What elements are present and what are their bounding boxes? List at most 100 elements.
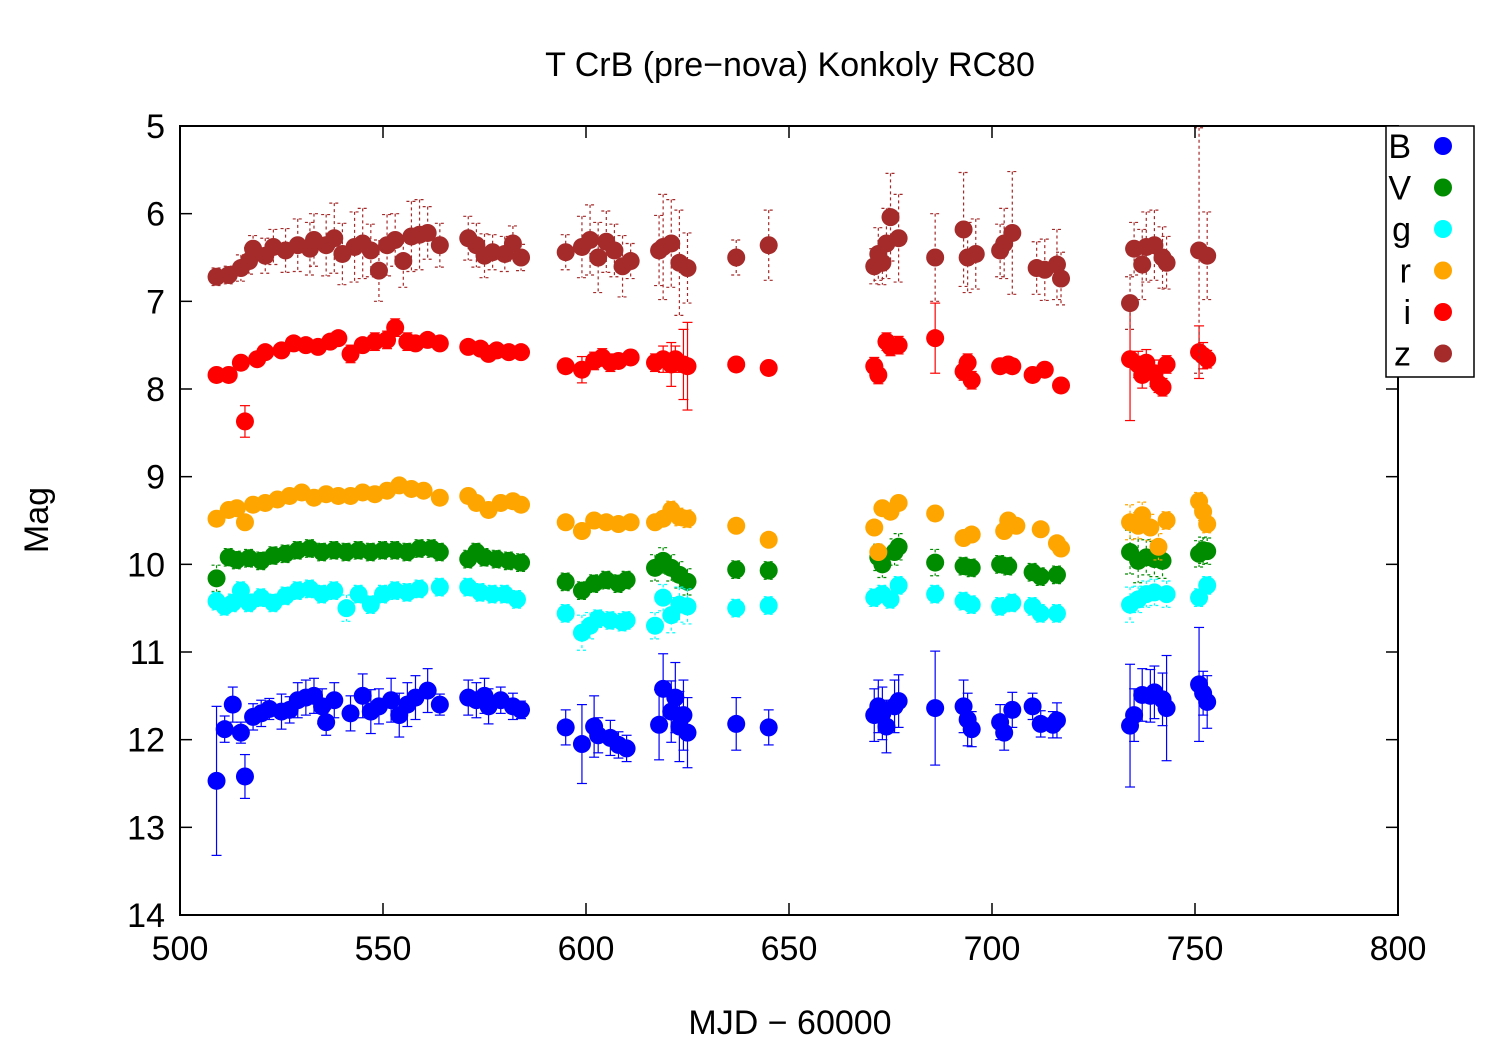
data-point bbox=[617, 571, 636, 590]
data-point bbox=[958, 353, 977, 372]
data-point bbox=[662, 234, 681, 253]
data-point bbox=[325, 581, 344, 600]
legend-marker-B bbox=[1434, 137, 1452, 155]
data-point bbox=[1003, 357, 1022, 376]
data-point bbox=[512, 248, 531, 267]
data-point bbox=[605, 241, 624, 260]
data-point bbox=[503, 234, 522, 253]
data-point bbox=[889, 493, 908, 512]
data-point bbox=[1125, 706, 1144, 725]
data-point bbox=[572, 735, 591, 754]
data-point bbox=[227, 499, 246, 518]
data-point bbox=[207, 569, 226, 588]
legend-marker-i bbox=[1434, 303, 1452, 321]
data-point bbox=[1003, 593, 1022, 612]
data-point bbox=[727, 599, 746, 618]
axes-layer: 500 550 600 650 700 750 800 5 6 7 8 9 10 11 12 13 14 bbox=[127, 108, 1426, 968]
data-point bbox=[430, 488, 449, 507]
data-point bbox=[995, 723, 1014, 742]
data-point bbox=[678, 572, 697, 591]
data-point bbox=[256, 343, 275, 362]
data-point bbox=[1153, 551, 1172, 570]
data-point bbox=[889, 336, 908, 355]
data-point bbox=[621, 513, 640, 532]
data-point bbox=[1047, 711, 1066, 730]
data-point bbox=[621, 348, 640, 367]
legend-label-r: r bbox=[1400, 253, 1411, 291]
data-point bbox=[869, 365, 888, 384]
data-point bbox=[617, 739, 636, 758]
series-B bbox=[207, 626, 1217, 856]
data-point bbox=[1198, 350, 1217, 369]
data-point bbox=[759, 358, 778, 377]
data-point bbox=[1198, 576, 1217, 595]
data-point bbox=[430, 236, 449, 255]
legend-label-B: B bbox=[1388, 128, 1411, 166]
data-point bbox=[1157, 585, 1176, 604]
data-point bbox=[556, 718, 575, 737]
data-point bbox=[317, 713, 336, 732]
data-point bbox=[207, 771, 226, 790]
data-point bbox=[1047, 604, 1066, 623]
data-point bbox=[954, 220, 973, 239]
data-point bbox=[1157, 699, 1176, 718]
data-point bbox=[1198, 246, 1217, 265]
data-point bbox=[1157, 253, 1176, 272]
data-point bbox=[678, 597, 697, 616]
data-point bbox=[414, 481, 433, 500]
data-point bbox=[1052, 376, 1071, 395]
data-point bbox=[617, 611, 636, 630]
x-tick-label: 600 bbox=[558, 930, 615, 968]
data-point bbox=[382, 691, 401, 710]
data-point bbox=[759, 561, 778, 580]
data-point bbox=[231, 723, 250, 742]
data-point bbox=[1035, 360, 1054, 379]
y-tick-label: 13 bbox=[127, 809, 165, 847]
legend-label-i: i bbox=[1403, 294, 1411, 332]
data-point bbox=[962, 720, 981, 739]
data-point bbox=[512, 343, 531, 362]
data-point bbox=[361, 241, 380, 260]
data-point bbox=[889, 692, 908, 711]
data-point bbox=[727, 248, 746, 267]
data-point bbox=[1157, 355, 1176, 374]
data-point bbox=[235, 412, 254, 431]
data-point bbox=[678, 509, 697, 528]
data-point bbox=[654, 588, 673, 607]
data-point bbox=[873, 253, 892, 272]
data-point bbox=[650, 715, 669, 734]
data-point bbox=[410, 579, 429, 598]
data-point bbox=[869, 543, 888, 562]
data-point bbox=[666, 688, 685, 707]
data-point bbox=[386, 318, 405, 337]
y-tick-label: 8 bbox=[146, 371, 165, 409]
y-tick-label: 6 bbox=[146, 196, 165, 234]
data-point bbox=[678, 723, 697, 742]
x-axis-label: MJD − 60000 bbox=[688, 1004, 891, 1042]
data-point bbox=[556, 513, 575, 532]
y-tick-label: 12 bbox=[127, 722, 165, 760]
data-point bbox=[512, 553, 531, 572]
data-point bbox=[430, 543, 449, 562]
data-point bbox=[678, 259, 697, 278]
legend-label-V: V bbox=[1388, 170, 1411, 208]
data-point bbox=[1003, 223, 1022, 242]
data-point bbox=[962, 371, 981, 390]
data-point bbox=[926, 699, 945, 718]
x-tick-label: 650 bbox=[761, 930, 818, 968]
series-i bbox=[207, 297, 1217, 438]
data-point bbox=[223, 695, 242, 714]
data-point bbox=[621, 252, 640, 271]
data-point bbox=[926, 248, 945, 267]
legend-label-z: z bbox=[1394, 336, 1411, 374]
legend-marker-V bbox=[1434, 178, 1452, 197]
data-point bbox=[1141, 518, 1160, 537]
data-point bbox=[1052, 539, 1071, 558]
data-point bbox=[727, 355, 746, 374]
data-point bbox=[877, 717, 896, 736]
data-point bbox=[394, 252, 413, 271]
data-point bbox=[889, 576, 908, 595]
data-point bbox=[881, 208, 900, 227]
data-point bbox=[235, 767, 254, 786]
data-point bbox=[1031, 520, 1050, 539]
